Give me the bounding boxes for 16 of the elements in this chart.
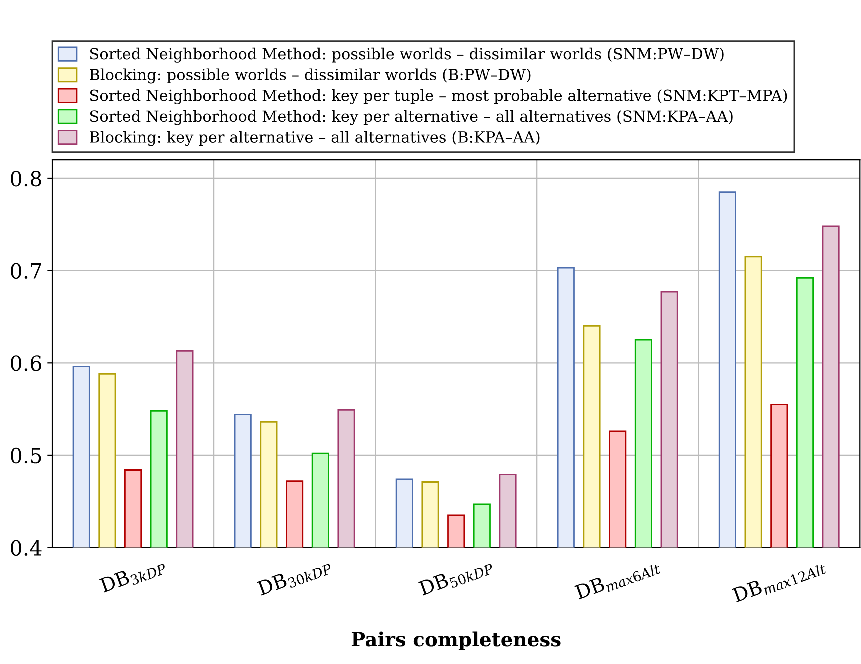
x-tick-label: DB$_{3kDP}$ — [99, 556, 168, 596]
y-tick-label: 0.6 — [11, 356, 42, 372]
legend-label: Blocking: key per alternative – all alternatives (B:KPA–AA) — [90, 131, 540, 146]
y-tick-label: 0.4 — [11, 540, 42, 556]
x-tick-label: DB$_{max6Alt}$ — [574, 556, 662, 603]
y-tick-label: 0.7 — [11, 263, 42, 280]
x-tick-label: DB$_{30kDP}$ — [256, 556, 334, 599]
legend-label: Sorted Neighborhood Method: key per alternative – all alternatives (SNM:KPA–AA) — [90, 110, 733, 126]
x-tick-label: DB$_{50kDP}$ — [418, 556, 495, 599]
legend-label: Blocking: possible worlds – dissimilar worlds (B:PW–DW) — [90, 68, 531, 84]
x-axis-title: Pairs completeness — [352, 632, 561, 651]
x-tick-label: DB$_{max12Alt}$ — [732, 556, 828, 606]
y-tick-label: 0.8 — [11, 170, 42, 187]
legend-label: Sorted Neighborhood Method: possible worlds – dissimilar worlds (SNM:PW–DW) — [90, 48, 724, 63]
legend-label: Sorted Neighborhood Method: key per tuple – most probable alternative (SNM:KPT–MPA) — [90, 90, 788, 105]
y-tick-label: 0.5 — [11, 448, 42, 464]
